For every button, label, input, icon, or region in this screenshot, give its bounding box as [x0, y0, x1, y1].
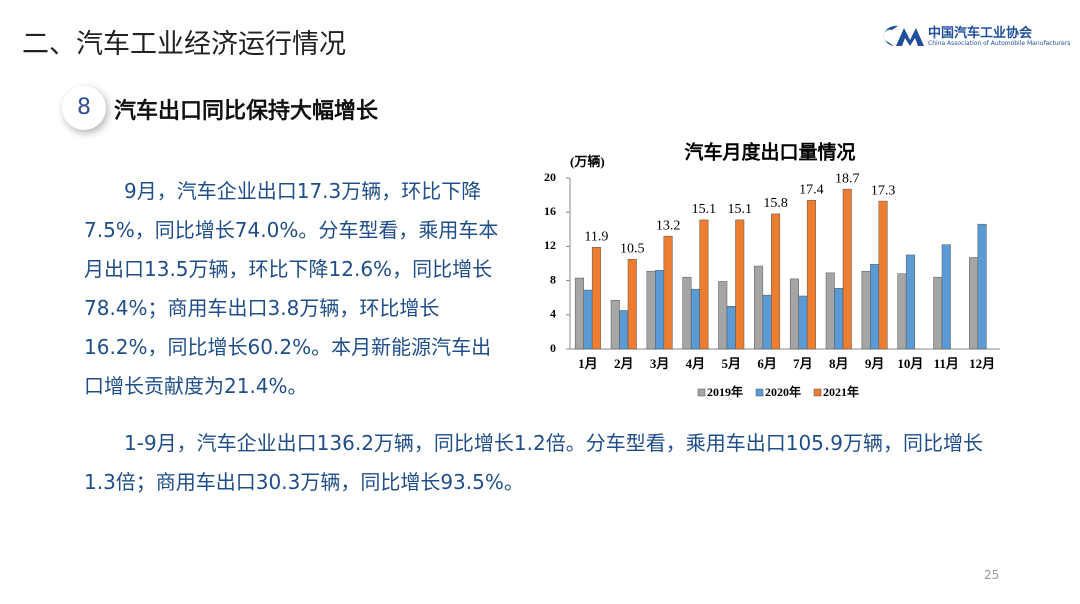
data-label: 15.8 — [763, 196, 788, 211]
data-label: 15.1 — [728, 202, 753, 217]
y-axis-label: (万辆) — [570, 154, 605, 169]
bar — [690, 288, 700, 350]
data-label: 17.3 — [871, 183, 896, 198]
data-label: 11.9 — [584, 229, 608, 244]
legend-label: 2021年 — [823, 384, 859, 399]
page-number: 25 — [984, 568, 1000, 582]
x-tick-label: 5月 — [721, 356, 741, 371]
bar — [699, 219, 709, 350]
bar — [861, 270, 871, 350]
bar — [870, 264, 880, 350]
x-tick-label: 8月 — [829, 356, 849, 371]
bar — [977, 223, 987, 350]
bar — [798, 295, 808, 350]
bar — [941, 244, 951, 350]
bar — [771, 213, 781, 350]
bar — [754, 265, 764, 350]
logo-mark — [883, 25, 924, 46]
bar — [878, 200, 888, 350]
bar — [574, 277, 584, 350]
legend-label: 2020年 — [765, 384, 801, 399]
data-label: 18.7 — [835, 171, 860, 186]
y-tick-label: 0 — [550, 341, 556, 355]
bar — [897, 273, 907, 350]
bar — [933, 276, 943, 350]
bar — [610, 300, 620, 350]
y-tick-label: 12 — [544, 238, 556, 252]
bar — [591, 247, 601, 350]
bar — [969, 257, 979, 350]
y-tick-label: 8 — [550, 272, 556, 286]
section-heading: 汽车出口同比保持大幅增长 — [114, 99, 379, 124]
bar — [619, 310, 629, 350]
bar — [726, 306, 736, 350]
bar — [842, 188, 852, 350]
bar — [718, 281, 728, 350]
bar — [905, 254, 915, 350]
bar — [825, 272, 835, 350]
x-tick-label: 7月 — [793, 356, 813, 371]
x-tick-label: 6月 — [757, 356, 777, 371]
x-tick-label: 4月 — [686, 356, 706, 371]
bar — [762, 294, 772, 350]
data-label: 10.5 — [620, 241, 645, 256]
x-tick-label: 12月 — [969, 356, 995, 371]
bar — [655, 270, 665, 350]
logo-name: 中国汽车工业协会 — [928, 26, 1033, 41]
section-number: 8 — [62, 86, 106, 130]
bar — [646, 270, 656, 350]
bar — [806, 199, 816, 350]
x-tick-label: 3月 — [650, 356, 670, 371]
paragraph: 1-9月，汽车企业出口136.2万辆，同比增长1.2倍。分车型看，乘用车出口10… — [84, 431, 983, 494]
legend-swatch — [813, 388, 822, 397]
x-tick-label: 10月 — [897, 356, 923, 371]
x-tick-label: 9月 — [865, 356, 885, 371]
chart: 汽车月度出口量情况 (万辆) 0 4 8 12 16 20 1月 11.9 2月 10.5 3月 13… — [544, 140, 1000, 399]
bar — [789, 278, 799, 350]
x-tick-label: 2月 — [614, 356, 634, 371]
paragraph: 9月，汽车企业出口17.3万辆，环比下降7.5%，同比增长74.0%。分车型看，… — [84, 179, 499, 398]
logo-subtitle: China Association of Automobile Manufact… — [928, 40, 1071, 47]
y-tick-label: 20 — [544, 170, 556, 184]
legend-swatch — [755, 388, 764, 397]
bar — [682, 276, 692, 350]
bar — [735, 219, 745, 350]
data-label: 17.4 — [799, 182, 824, 197]
chart-title: 汽车月度出口量情况 — [684, 140, 855, 163]
bar — [583, 289, 593, 350]
x-tick-label: 11月 — [934, 356, 959, 371]
y-tick-label: 16 — [544, 204, 556, 218]
x-tick-label: 1月 — [578, 356, 598, 371]
slide-title: 二、汽车工业经济运行情况 — [22, 29, 346, 60]
data-label: 15.1 — [692, 202, 717, 217]
y-tick-label: 4 — [550, 307, 556, 321]
legend-label: 2019年 — [707, 384, 743, 399]
bar — [834, 288, 844, 350]
data-label: 13.2 — [656, 218, 681, 233]
bar — [627, 258, 637, 350]
bar — [663, 235, 673, 350]
legend-swatch — [697, 388, 706, 397]
